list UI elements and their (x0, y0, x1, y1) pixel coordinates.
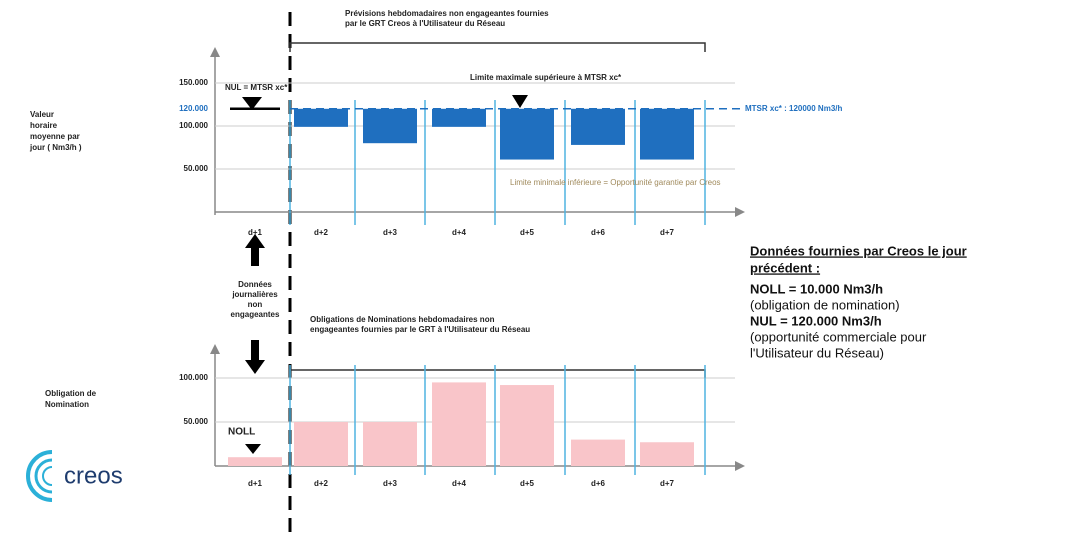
bar (640, 108, 694, 160)
arrow-down (245, 360, 265, 374)
side-label: Données (238, 280, 272, 289)
x-tick-label: d+1 (248, 228, 263, 237)
max-label: Limite maximale supérieure à MTSR xc* (470, 73, 622, 82)
bar (432, 108, 486, 127)
x-tick-label: d+6 (591, 228, 606, 237)
y-tick-label: 150.000 (179, 78, 208, 87)
info-heading: précédent : (750, 260, 820, 275)
side-label: engageantes (231, 310, 280, 319)
arrow (210, 47, 220, 57)
x-tick-label: d+5 (520, 228, 535, 237)
bar (228, 457, 282, 466)
y-tick-label: 100.000 (179, 373, 208, 382)
info-line: NUL = 120.000 Nm3/h (750, 313, 882, 328)
y-tick-label: 100.000 (179, 121, 208, 130)
x-tick-label: d+2 (314, 228, 329, 237)
bar (571, 108, 625, 145)
bar (500, 385, 554, 466)
side-label: journalières (231, 290, 278, 299)
chart-title: engageantes fournies par le GRT à l'Util… (310, 325, 530, 334)
nul-label: NUL = MTSR xc* (225, 83, 288, 92)
bar (640, 442, 694, 466)
x-tick-label: d+3 (383, 479, 398, 488)
arrow-shaft (251, 246, 259, 266)
arrow (210, 344, 220, 354)
y-axis-label: moyenne par (30, 132, 80, 141)
y-tick-label: 50.000 (184, 164, 209, 173)
arrow (735, 207, 745, 217)
y-tick-label: 50.000 (184, 417, 209, 426)
y-axis-label: jour ( Nm3/h ) (29, 143, 82, 152)
arrow-up (245, 234, 265, 248)
bar (363, 108, 417, 144)
nul-marker (242, 97, 262, 110)
logo: creos (26, 450, 123, 502)
x-tick-label: d+6 (591, 479, 606, 488)
x-tick-label: d+4 (452, 479, 467, 488)
y-axis-label: Obligation de (45, 389, 97, 398)
bar (294, 108, 348, 127)
x-tick-label: d+4 (452, 228, 467, 237)
bracket (289, 42, 706, 52)
info-line: l'Utilisateur du Réseau) (750, 345, 884, 360)
min-label: Limite minimale inférieure = Opportunité… (510, 178, 721, 187)
arrow-shaft (251, 340, 259, 362)
logo-text: creos (64, 462, 123, 489)
side-label: non (248, 300, 263, 309)
bar (432, 382, 486, 466)
arrow (735, 461, 745, 471)
bar (363, 422, 417, 466)
chart-title: Prévisions hebdomadaires non engageantes… (345, 9, 549, 18)
max-marker (512, 95, 528, 108)
x-tick-label: d+1 (248, 479, 263, 488)
y-axis-label: Valeur (30, 110, 54, 119)
bar (500, 108, 554, 160)
y-axis-label: horaire (30, 121, 58, 130)
y-axis-label: Nomination (45, 400, 89, 409)
bar (294, 422, 348, 466)
bracket (289, 369, 706, 378)
info-line: (opportunité commerciale pour (750, 329, 927, 344)
chart-title: Obligations de Nominations hebdomadaires… (310, 315, 495, 324)
info-line: (obligation de nomination) (750, 297, 900, 312)
x-tick-label: d+3 (383, 228, 398, 237)
bar (571, 439, 625, 466)
y-tick-label: 120.000 (179, 104, 208, 113)
x-tick-label: d+7 (660, 228, 675, 237)
noll-marker (245, 444, 261, 454)
x-tick-label: d+5 (520, 479, 535, 488)
noll-label: NOLL (228, 427, 255, 438)
mtsr-label: MTSR xc* : 120000 Nm3/h (745, 104, 842, 113)
chart-title: par le GRT Creos à l'Utilisateur du Rése… (345, 19, 505, 28)
x-tick-label: d+2 (314, 479, 329, 488)
info-line: NOLL = 10.000 Nm3/h (750, 281, 883, 296)
info-heading: Données fournies par Creos le jour (750, 243, 967, 258)
x-tick-label: d+7 (660, 479, 675, 488)
